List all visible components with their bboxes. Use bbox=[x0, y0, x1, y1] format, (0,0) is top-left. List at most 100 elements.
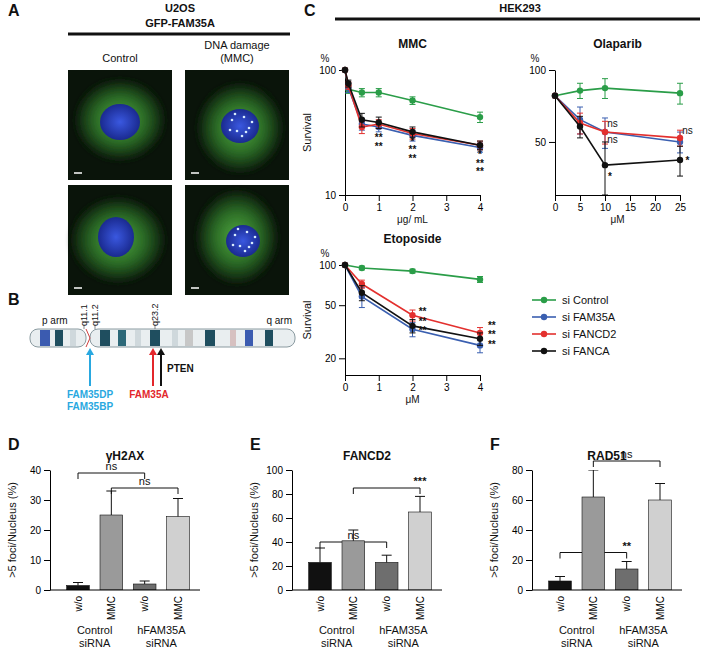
error-whisker bbox=[386, 555, 387, 562]
tick-label: 0 bbox=[277, 585, 283, 596]
tick: MMC bbox=[173, 590, 184, 620]
condition-label: Control bbox=[102, 52, 137, 64]
tick: MMC bbox=[588, 590, 599, 620]
y-axis-title: >5 foci/Nucleus (%) bbox=[6, 482, 18, 578]
error-cap bbox=[359, 96, 365, 97]
tick-label: 0 bbox=[343, 382, 349, 393]
tick-label: 1 bbox=[376, 382, 382, 393]
tick-label: 0 bbox=[517, 585, 523, 596]
point bbox=[477, 142, 483, 148]
significance: ns bbox=[607, 118, 618, 129]
error-bar bbox=[315, 548, 325, 562]
tick-mark bbox=[345, 195, 346, 201]
point bbox=[342, 67, 348, 73]
point bbox=[376, 119, 382, 125]
point bbox=[345, 80, 351, 86]
axis-line bbox=[532, 471, 533, 591]
bar bbox=[549, 581, 572, 590]
group-label-line: Control bbox=[559, 624, 594, 636]
focus bbox=[241, 135, 244, 138]
tick-label: 4 bbox=[478, 202, 484, 213]
error-bar bbox=[477, 333, 483, 345]
point bbox=[477, 114, 483, 120]
x-axis: w/oMMCw/oMMC bbox=[292, 590, 442, 620]
error-bar bbox=[588, 470, 598, 497]
tick: MMC bbox=[415, 590, 426, 620]
focus bbox=[245, 131, 248, 134]
tick: 3 bbox=[444, 195, 450, 213]
tick-mark bbox=[655, 195, 656, 201]
chromosome-p-arm bbox=[30, 329, 86, 347]
focus bbox=[254, 236, 257, 239]
error-bar bbox=[477, 277, 483, 283]
bar bbox=[133, 584, 156, 590]
tick-mark bbox=[555, 195, 556, 201]
y-unit: % bbox=[321, 53, 330, 64]
plot-area bbox=[342, 262, 483, 353]
tick: 100 bbox=[529, 65, 555, 76]
band-tick bbox=[95, 326, 96, 329]
tick: 10 bbox=[30, 555, 50, 566]
tick-mark bbox=[379, 375, 380, 381]
tick-label: 3 bbox=[444, 202, 450, 213]
gene-label: FAM35BP bbox=[67, 401, 113, 412]
tick: 40 bbox=[30, 465, 50, 476]
tick-label: MMC bbox=[655, 596, 666, 620]
tick: 0 bbox=[343, 375, 349, 393]
error-cap bbox=[376, 128, 382, 129]
tick-label: 2 bbox=[410, 382, 416, 393]
error-bar bbox=[73, 583, 83, 586]
point bbox=[477, 336, 483, 342]
significance: ** bbox=[622, 540, 631, 552]
gene-arrowhead bbox=[86, 348, 94, 355]
gene-label: FAM35A bbox=[129, 389, 168, 400]
error-cap bbox=[410, 319, 416, 320]
group-label-line: Control bbox=[319, 624, 354, 636]
header: HEK293 bbox=[499, 2, 541, 14]
significance: ns bbox=[682, 125, 693, 136]
figure-canvas: AU2OSGFP-FAM35AControlDNA damage(MMC)Bp … bbox=[0, 0, 709, 664]
tick-label: 3 bbox=[444, 382, 450, 393]
error-cap bbox=[677, 146, 683, 147]
error-cap bbox=[677, 176, 683, 177]
nucleus bbox=[100, 104, 140, 140]
x-axis-title: μM bbox=[610, 214, 624, 225]
bar bbox=[649, 500, 672, 590]
figure: AU2OSGFP-FAM35AControlDNA damage(MMC)Bp … bbox=[0, 0, 709, 664]
bar-chart: FRAD51>5 foci/Nucleus (%)020406080**nsw/… bbox=[488, 436, 682, 649]
scale-bar bbox=[191, 287, 199, 289]
scale-bar bbox=[191, 172, 199, 174]
band bbox=[150, 330, 160, 346]
error-cap bbox=[655, 483, 665, 484]
axis-line bbox=[532, 590, 682, 591]
tick: 60 bbox=[512, 495, 532, 506]
x-axis: 01234 bbox=[343, 375, 484, 393]
tick-label: 20 bbox=[512, 555, 524, 566]
band bbox=[135, 330, 141, 346]
panel-letter: A bbox=[8, 2, 20, 19]
group-label-line: siRNA bbox=[321, 637, 353, 649]
point bbox=[359, 89, 365, 95]
focus bbox=[236, 130, 239, 133]
error-whisker bbox=[178, 499, 179, 517]
tick: w/o bbox=[381, 590, 392, 613]
bar-chart: DγH2AX>5 foci/Nucleus (%)010203040nsnsw/… bbox=[6, 436, 200, 649]
tick-mark bbox=[549, 70, 555, 71]
error-cap bbox=[577, 113, 583, 114]
focus bbox=[248, 246, 251, 249]
header-bar bbox=[335, 18, 700, 21]
error-bar bbox=[602, 142, 608, 195]
error-cap bbox=[410, 104, 416, 105]
error-cap bbox=[410, 96, 416, 97]
error-cap bbox=[348, 530, 358, 531]
error-cap bbox=[577, 83, 583, 84]
tick: 1 bbox=[376, 195, 382, 213]
tick-mark bbox=[480, 375, 481, 381]
error-cap bbox=[376, 128, 382, 129]
focus bbox=[246, 231, 249, 234]
group-label: hFAM35AsiRNA bbox=[137, 624, 186, 649]
tick-mark bbox=[413, 195, 414, 201]
series-line bbox=[345, 70, 480, 145]
tick-mark bbox=[339, 305, 345, 306]
significance: ns bbox=[348, 529, 360, 541]
